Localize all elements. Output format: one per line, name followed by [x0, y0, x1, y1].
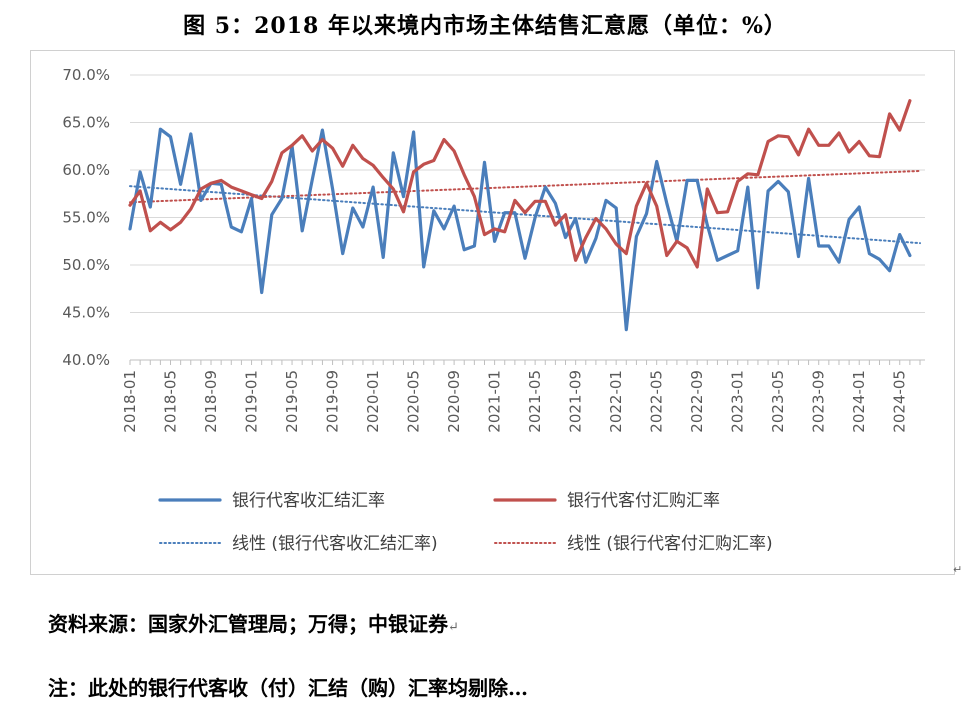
x-tick-label: 2020-05 [405, 370, 423, 433]
legend-label: 银行代客付汇购汇率 [567, 491, 720, 511]
y-tick-label: 50.0% [62, 256, 110, 274]
x-tick-label: 2019-05 [283, 370, 301, 433]
cropped-text-fade [700, 668, 940, 704]
chart-gridlines [130, 74, 925, 361]
legend-label: 银行代客收汇结汇率 [232, 491, 385, 511]
x-tick-label: 2023-05 [769, 370, 787, 433]
y-tick-label: 70.0% [62, 66, 110, 84]
y-tick-label: 65.0% [62, 114, 110, 132]
x-tick-label: 2021-09 [567, 370, 585, 433]
x-tick-label: 2018-01 [121, 370, 139, 433]
x-tick-label: 2021-01 [486, 370, 504, 433]
paragraph-mark: ↵ [953, 563, 963, 576]
x-tick-label: 2022-01 [607, 370, 625, 433]
y-tick-label: 45.0% [62, 304, 110, 322]
x-tick-label: 2020-09 [445, 370, 463, 433]
series-line-purchase [128, 99, 912, 269]
x-tick-label: 2021-05 [526, 370, 544, 433]
y-tick-label: 40.0% [62, 351, 110, 369]
x-tick-label: 2024-01 [850, 370, 868, 433]
x-tick-label: 2018-05 [162, 370, 180, 433]
x-tick-label: 2023-09 [810, 370, 828, 433]
trend-line [129, 169, 921, 204]
x-tick-label: 2022-09 [688, 370, 706, 433]
source-note: 资料来源：国家外汇管理局；万得；中银证券↵ [48, 608, 459, 637]
paragraph-mark: ↵ [448, 620, 459, 635]
x-axis: 2018-01 2018-05 2018-09 2019-01 2019-05 2019-… [121, 359, 925, 433]
chart-frame [30, 50, 955, 575]
source-text: 资料来源：国家外汇管理局；万得；中银证券 [48, 612, 448, 636]
series-line-settlement [128, 127, 912, 332]
x-tick-label: 2019-01 [243, 370, 261, 433]
x-tick-label: 2019-09 [324, 370, 342, 433]
y-tick-label: 55.0% [62, 209, 110, 227]
x-tick-label: 2018-09 [202, 370, 220, 433]
figure-title: 图 5：2018 年以来境内市场主体结售汇意愿（单位：%） [183, 13, 787, 39]
y-tick-label: 60.0% [62, 161, 110, 179]
footnote: 注：此处的银行代客收（付）汇结（购）汇率均剔除… [48, 676, 528, 700]
legend-label: 线性 (银行代客付汇购汇率) [567, 534, 773, 554]
series-lines [128, 99, 912, 332]
legend-label: 线性 (银行代客收汇结汇率) [232, 534, 438, 554]
x-tick-label: 2023-01 [729, 370, 747, 433]
x-tick-label: 2022-05 [648, 370, 666, 433]
x-tick-label: 2024-05 [891, 370, 909, 433]
x-tick-label: 2020-01 [364, 370, 382, 433]
y-axis-tick-labels: 40.0% 45.0% 50.0% 55.0% 60.0% 65.0% 70.0% [62, 66, 110, 369]
